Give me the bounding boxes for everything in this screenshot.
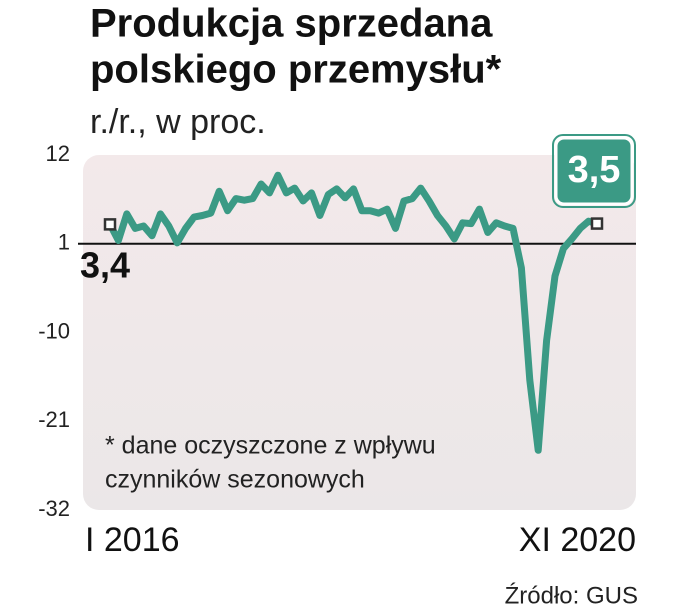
annotation: czynników sezonowych [105,466,365,494]
point-marker [103,218,117,231]
annotation: * dane oczyszczone z wpływu [105,432,436,460]
value-label: 3,4 [80,245,130,286]
y-tick-label: 1 [58,230,70,255]
chart-title: polskiego przemysłu* [90,48,502,92]
chart-title: Produkcja sprzedana [90,2,493,46]
y-tick-label: -32 [38,496,70,521]
source: Źródło: GUS [505,582,638,609]
y-tick-label: 12 [46,141,70,166]
y-tick-label: -21 [38,407,70,432]
line [106,171,601,454]
x-tick-label: I 2016 [85,521,180,559]
x-tick-label: XI 2020 [519,521,636,559]
value-label-bg [554,136,634,206]
value-label-border [552,134,636,208]
value-label: 3,5 [568,149,621,191]
point-marker [590,217,604,230]
chart-subtitle: r./r., w proc. [90,103,266,141]
y-tick-label: -10 [38,318,70,343]
value-label-box: 3,5 [552,134,636,208]
